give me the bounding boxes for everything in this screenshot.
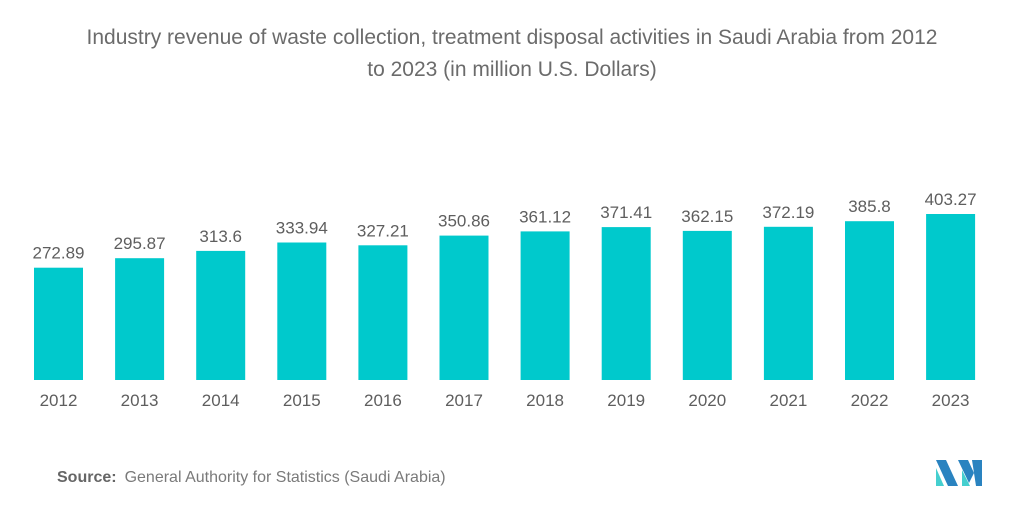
bar-2016 (358, 245, 408, 380)
logo-stroke-4 (972, 460, 982, 486)
logo-stroke-1 (936, 460, 958, 486)
x-tick-label-2021: 2021 (769, 391, 807, 410)
data-label-2013: 295.87 (114, 234, 166, 253)
bar-2022 (845, 221, 894, 380)
bar-2020 (682, 230, 732, 380)
chart-title: Industry revenue of waste collection, tr… (0, 22, 1024, 86)
x-tick-label-2020: 2020 (688, 391, 726, 410)
bar-2021 (763, 226, 813, 380)
data-label-2017: 350.86 (438, 212, 490, 231)
x-tick-label-2015: 2015 (283, 391, 321, 410)
bar-2013 (115, 258, 165, 380)
source-note: Source: General Authority for Statistics … (57, 469, 446, 487)
logo-icon (936, 460, 982, 486)
data-label-2015: 333.94 (276, 219, 328, 238)
x-tick-label-2012: 2012 (40, 391, 78, 410)
data-label-2016: 327.21 (357, 221, 409, 240)
data-label-2020: 362.15 (681, 207, 733, 226)
bar-2017 (439, 235, 489, 380)
data-label-2022: 385.8 (848, 197, 891, 216)
x-tick-label-2019: 2019 (607, 391, 645, 410)
x-tick-label-2016: 2016 (364, 391, 402, 410)
x-tick-label-2013: 2013 (121, 391, 159, 410)
bar-2012 (34, 267, 83, 380)
data-label-2012: 272.89 (33, 244, 85, 263)
bar-2023 (926, 214, 976, 380)
data-label-2014: 313.6 (199, 227, 242, 246)
data-label-2021: 372.19 (762, 203, 814, 222)
chart-title-line-1: Industry revenue of waste collection, tr… (86, 26, 938, 49)
source-label: Source: (57, 469, 117, 486)
bar-chart: 272.89 2012 295.87 2013 313.6 2014 333.94 2015 3… (33, 190, 977, 410)
bar-2015 (277, 242, 327, 380)
x-tick-label-2023: 2023 (932, 391, 970, 410)
logo-stroke-2 (936, 468, 944, 486)
x-tick-label-2022: 2022 (851, 391, 889, 410)
bar-2014 (196, 250, 246, 380)
x-tick-label-2018: 2018 (526, 391, 564, 410)
source-text: General Authority for Statistics (Saudi … (124, 469, 446, 486)
x-tick-label-2014: 2014 (202, 391, 240, 410)
chart-title-line-2: to 2023 (in million U.S. Dollars) (367, 58, 657, 81)
logo-stroke-3 (958, 460, 974, 483)
data-label-2019: 371.41 (600, 203, 652, 222)
bar-2019 (601, 227, 651, 380)
logo-stroke-5 (962, 470, 970, 486)
x-tick-label-2017: 2017 (445, 391, 483, 410)
data-label-2018: 361.12 (519, 207, 571, 226)
data-label-2023: 403.27 (925, 190, 977, 209)
bar-2018 (520, 231, 570, 380)
